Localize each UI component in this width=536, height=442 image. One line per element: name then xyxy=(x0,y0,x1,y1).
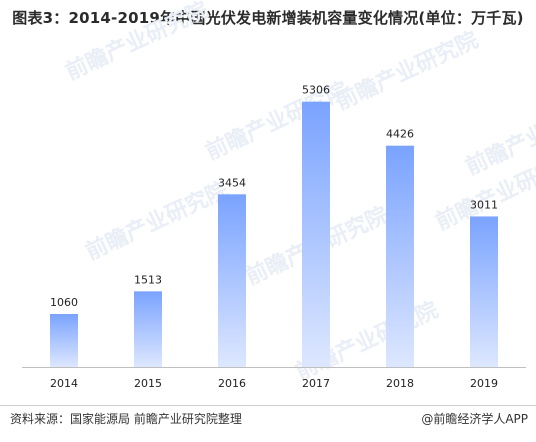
bar-2018 xyxy=(386,145,414,367)
x-tick-2014: 2014 xyxy=(50,377,78,390)
bar-2015 xyxy=(134,291,162,367)
bar-2016 xyxy=(218,194,246,367)
chart-title-text: 2014-2019年中国光伏发电新增装机容量变化情况(单位：万千瓦) xyxy=(68,9,524,27)
chart-title-prefix: 图表3： xyxy=(12,9,69,27)
x-tick-2016: 2016 xyxy=(218,377,246,390)
x-tick-2017: 2017 xyxy=(302,377,330,390)
value-label-2019: 3011 xyxy=(470,198,498,211)
value-label-2017: 5306 xyxy=(302,84,330,97)
value-label-2015: 1513 xyxy=(134,273,162,286)
bar-2019 xyxy=(470,216,498,367)
brand-credit: @前瞻经济学人APP xyxy=(421,412,528,426)
chart-title: 图表3：2014-2019年中国光伏发电新增装机容量变化情况(单位：万千瓦) xyxy=(8,8,528,28)
footer-divider xyxy=(0,405,536,406)
x-tick-2015: 2015 xyxy=(134,377,162,390)
watermark-text: 前瞻产业研究院 xyxy=(332,27,483,116)
x-tick-2018: 2018 xyxy=(386,377,414,390)
watermark-text: 前瞻产业研究院 xyxy=(82,177,233,266)
bar-2014 xyxy=(50,314,78,367)
watermark-text: 前瞻产业研究院 xyxy=(462,92,536,181)
value-label-2016: 3454 xyxy=(218,176,246,189)
value-label-2018: 4426 xyxy=(386,128,414,141)
x-tick-2019: 2019 xyxy=(470,377,498,390)
source-note: 资料来源：国家能源局 前瞻产业研究院整理 xyxy=(10,412,242,426)
bar-2017 xyxy=(302,101,330,367)
watermark-text: 前瞻产业研究院 xyxy=(62,0,213,85)
value-label-2014: 1060 xyxy=(50,296,78,309)
